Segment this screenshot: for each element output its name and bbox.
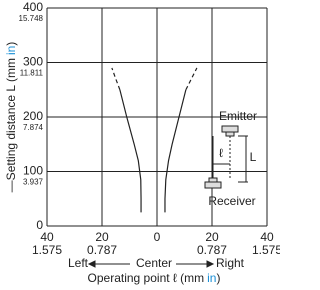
receiver-label: Receiver: [208, 194, 255, 208]
x-tick-label: 20: [95, 230, 109, 244]
x-label-close: ): [216, 271, 220, 285]
x-tick-label: 0: [154, 230, 161, 244]
y-label-unit: mm: [4, 58, 18, 78]
y-axis-label: —Setting distance L (mm in): [4, 42, 18, 193]
y-tick-label: 300: [23, 55, 43, 69]
left-label: Left: [68, 256, 89, 270]
center-label: Center: [136, 256, 172, 270]
x2-tick-label: 1.575: [252, 243, 280, 257]
x2-tick-label: 0.787: [87, 243, 117, 257]
x-tick-label: 40: [40, 230, 54, 244]
big-l-label: L: [250, 150, 257, 164]
x-label-unit: mm: [184, 271, 204, 285]
x2-tick-label: 1.575: [32, 243, 62, 257]
y2-tick-label: 11.811: [20, 69, 44, 78]
y2-tick-label: 15.748: [19, 14, 44, 23]
y-tick-label: 0: [36, 218, 43, 232]
x-tick-label: 40: [260, 230, 274, 244]
curve: [185, 67, 198, 91]
y-tick-label: 200: [23, 109, 43, 123]
l-label: ℓ: [219, 146, 223, 160]
right-label: Right: [216, 256, 245, 270]
x-label-unit2: in: [207, 271, 216, 285]
x-axis-label: Operating point ℓ (mm in): [88, 271, 221, 285]
x2-tick-label: 0.787: [197, 243, 227, 257]
curve: [119, 89, 142, 213]
y-tick-label: 100: [23, 164, 43, 178]
sensor-diagram: [204, 125, 248, 189]
y-tick-label: 400: [23, 0, 43, 14]
y2-tick-label: 3.937: [23, 178, 44, 187]
x-label-text: Operating point ℓ (: [88, 271, 185, 285]
direction-arrows: [87, 260, 215, 268]
y-label-close: ): [4, 42, 18, 46]
curve: [111, 67, 121, 90]
curve: [164, 89, 187, 213]
y2-tick-label: 7.874: [23, 123, 44, 132]
x-tick-label: 20: [205, 230, 219, 244]
chart: 15.748 11.811 7.874 3.937 1.575 0.787 0.787 1.5…: [4, 0, 280, 285]
y-label-unit2: in: [4, 46, 18, 55]
emitter-label: Emitter: [219, 109, 257, 123]
y-label-text: —Setting distance L (: [4, 78, 18, 192]
